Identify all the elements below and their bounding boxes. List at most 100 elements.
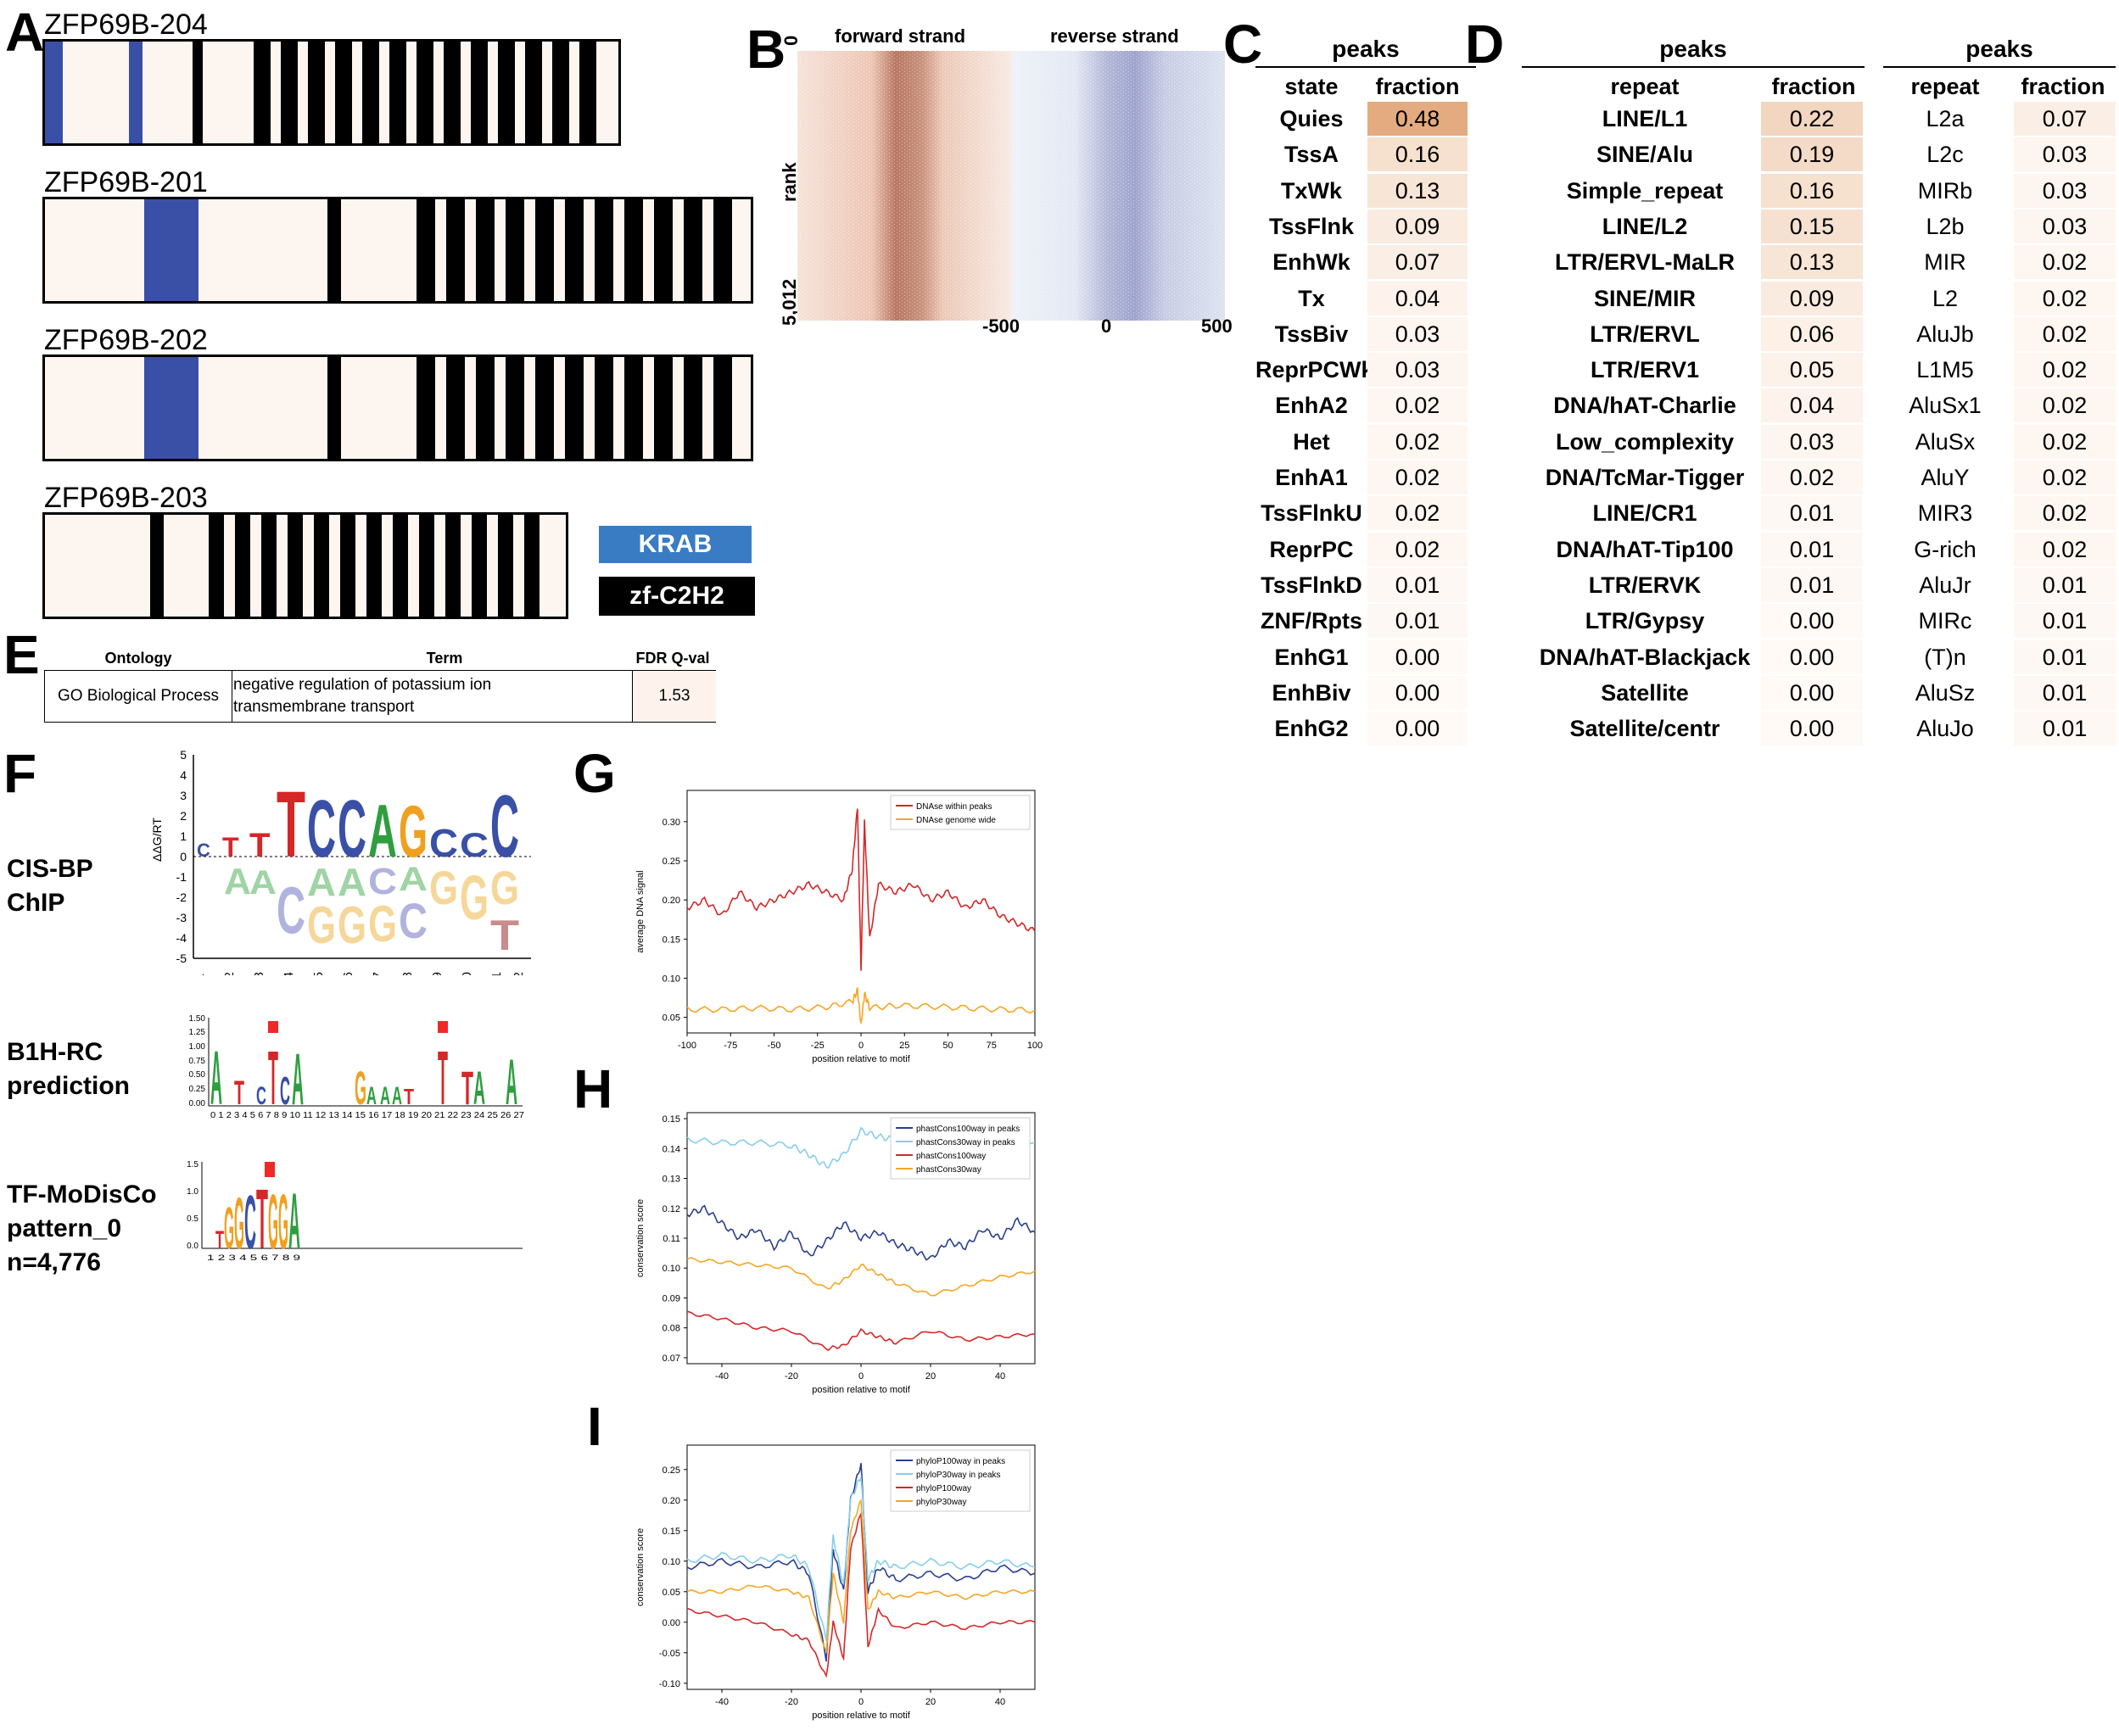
y-tick-label: 0.05 bbox=[663, 1013, 680, 1024]
zf-domain bbox=[506, 199, 524, 301]
x-tick-label: -50 bbox=[768, 1041, 781, 1051]
logo-letter: A bbox=[473, 1061, 485, 1114]
y-axis-label: conservation score bbox=[635, 1199, 646, 1277]
svg-text:12: 12 bbox=[512, 972, 526, 975]
zf-domain bbox=[684, 199, 702, 301]
table-row-value: 0.02 bbox=[2014, 461, 2116, 494]
zf-domain bbox=[535, 199, 554, 301]
go-header-term: Term bbox=[426, 650, 463, 667]
table-row-label: AluJo bbox=[1916, 716, 1974, 742]
zf-domain bbox=[624, 357, 643, 459]
y-tick-label: 0.25 bbox=[663, 1465, 680, 1476]
table-row-label: DNA/TcMar-Tigger bbox=[1545, 465, 1745, 490]
logo-letter: C bbox=[197, 840, 210, 861]
table-row-value: 0.02 bbox=[1367, 461, 1468, 494]
table-d-title: peaks bbox=[1659, 36, 1727, 62]
zf-domain bbox=[654, 199, 673, 301]
table-row-label: LINE/CR1 bbox=[1592, 500, 1697, 527]
table-c-rule bbox=[1255, 66, 1476, 68]
table-row-value: 0.03 bbox=[2014, 137, 2116, 172]
table-row-value: 0.02 bbox=[2014, 532, 2116, 567]
logo-letter: A bbox=[224, 861, 251, 902]
pattern-label: pattern_0 bbox=[7, 1214, 122, 1242]
panel-letter-f: F bbox=[3, 743, 37, 804]
logo-letter bbox=[438, 1021, 448, 1033]
y-tick-label: 0.15 bbox=[663, 1527, 680, 1537]
y-tick-label: 0.10 bbox=[663, 1557, 680, 1567]
svg-text:4: 4 bbox=[282, 972, 296, 975]
panel-letter-a: A bbox=[5, 2, 45, 63]
table-c-header-fraction: fraction bbox=[1375, 74, 1460, 99]
logo-letter: C bbox=[399, 894, 428, 949]
logo-letter: G bbox=[234, 1183, 244, 1264]
isoform-bar bbox=[42, 197, 753, 304]
y-tick-label: 0.30 bbox=[663, 818, 680, 828]
b1h-yticks: 1.50 1.25 1.00 0.75 0.50 0.25 0.00 bbox=[189, 1014, 206, 1108]
logo-letter: T bbox=[277, 773, 305, 877]
go-header-ontology: Ontology bbox=[104, 650, 172, 667]
table-row-value: 0.02 bbox=[2014, 424, 2116, 459]
table-row-label: AluJb bbox=[1916, 321, 1974, 347]
logo-letter: C bbox=[490, 778, 519, 876]
table-row-value: 0.15 bbox=[1761, 209, 1863, 243]
go-table: Ontology Term FDR Q-val GO Biological Pr… bbox=[44, 650, 716, 724]
logo-letter: C bbox=[277, 873, 305, 947]
table-row-label: AluSx1 bbox=[1909, 393, 1982, 419]
logo-letter: C bbox=[280, 1069, 290, 1113]
table-row-label: ReprPC bbox=[1269, 536, 1354, 562]
tfmodisco-logo: 1.5 1.0 0.5 0.0 T G G C T G G A 1 2 3 4 … bbox=[187, 1160, 523, 1264]
table-row-label: AluY bbox=[1921, 465, 1970, 490]
table-row-label: DNA/hAT-Blackjack bbox=[1539, 644, 1751, 670]
strand-heatmap bbox=[797, 51, 1225, 321]
zf-domain bbox=[444, 42, 461, 143]
legend-label: phastCons100way in peaks bbox=[916, 1125, 1020, 1134]
zf-domain bbox=[445, 515, 461, 617]
logo-letter bbox=[268, 1021, 278, 1033]
table-row-label: TssFlnk bbox=[1268, 213, 1355, 239]
y-tick-label: 0.12 bbox=[663, 1204, 680, 1214]
svg-text:0: 0 bbox=[180, 850, 187, 863]
table-row-label: Tx bbox=[1298, 285, 1325, 311]
table-row-value: 0.02 bbox=[1367, 424, 1468, 459]
go-term-line1: negative regulation of potassium ion bbox=[233, 676, 492, 694]
forward-strand-label: forward strand bbox=[835, 25, 966, 47]
svg-text:8: 8 bbox=[400, 972, 415, 975]
table-row-label: MIR bbox=[1924, 249, 1966, 276]
legend-label: DNAse within peaks bbox=[916, 802, 992, 812]
y-tick-label: 0.14 bbox=[663, 1144, 680, 1154]
table-row-value: 0.01 bbox=[1761, 532, 1863, 567]
table-row-label: L2 bbox=[1932, 285, 1959, 311]
svg-text:0.0: 0.0 bbox=[187, 1242, 198, 1251]
logo-letter: A bbox=[307, 860, 336, 904]
y-axis-label: conservation score bbox=[635, 1528, 646, 1606]
zf-domain bbox=[654, 357, 673, 459]
zf-domain bbox=[476, 357, 495, 459]
panel-letter-c: C bbox=[1223, 14, 1263, 75]
svg-text:-5: -5 bbox=[176, 952, 187, 965]
x-tick-label: 75 bbox=[987, 1041, 997, 1051]
table-row-value: 0.01 bbox=[2014, 675, 2116, 710]
y-tick-label: 0.11 bbox=[663, 1234, 680, 1244]
logo-letter: A bbox=[210, 1036, 222, 1121]
table-c-title: peaks bbox=[1332, 36, 1400, 62]
table-row-value: 0.00 bbox=[1761, 712, 1863, 746]
svg-text:1.25: 1.25 bbox=[189, 1028, 206, 1037]
y-tick-label: 0.07 bbox=[663, 1354, 680, 1364]
table-row-value: 0.03 bbox=[1761, 424, 1863, 459]
logo-letter: C bbox=[244, 1181, 256, 1264]
table-row-label: Quies bbox=[1279, 106, 1344, 131]
table-d-header-fraction: fraction bbox=[1771, 74, 1856, 99]
b1h-prediction-label: prediction bbox=[7, 1072, 131, 1100]
x-tick-label: 40 bbox=[995, 1697, 1005, 1707]
y-tick-label: 0.10 bbox=[663, 1264, 680, 1274]
y-tick-label: 0.00 bbox=[663, 1618, 680, 1628]
logo-letter: T bbox=[268, 1036, 278, 1121]
logo-letter: T bbox=[404, 1084, 414, 1109]
logo-letter: C bbox=[307, 784, 336, 874]
isoform-title: ZFP69B-204 bbox=[44, 8, 208, 41]
legend-label: phyloP100way in peaks bbox=[916, 1457, 1005, 1466]
table-row-value: 0.03 bbox=[1367, 353, 1468, 388]
table-row-value: 0.04 bbox=[1761, 388, 1863, 423]
go-ontology-cell: GO Biological Process bbox=[45, 671, 232, 722]
zf-legend: zf-C2H2 bbox=[599, 577, 755, 616]
